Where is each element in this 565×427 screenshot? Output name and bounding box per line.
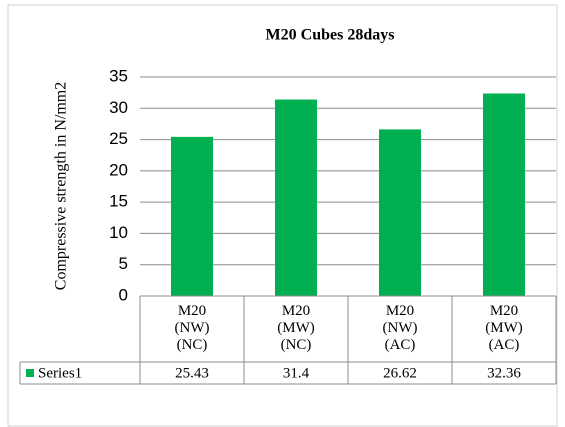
table-value: 26.62 — [383, 365, 417, 381]
y-tick-label: 5 — [119, 254, 128, 273]
x-tick-label: M20 (MW) (NC) — [277, 303, 315, 353]
bar — [379, 129, 421, 296]
table-value: 32.36 — [487, 365, 521, 381]
y-tick-label: 30 — [109, 98, 128, 117]
y-tick-label: 10 — [109, 223, 128, 242]
bar — [483, 93, 525, 296]
y-axis-label: Compressive strength in N/mm2 — [53, 82, 70, 290]
x-tick-label: M20 (MW) (AC) — [485, 303, 523, 353]
y-tick-label: 0 — [119, 285, 128, 304]
chart-title: M20 Cubes 28days — [266, 27, 395, 44]
y-tick-label: 15 — [109, 192, 128, 211]
x-tick-label: M20 (NW) (AC) — [383, 303, 418, 353]
legend-swatch — [26, 369, 34, 377]
legend-label: Series1 — [38, 365, 82, 381]
table-value: 25.43 — [175, 365, 209, 381]
table-value: 31.4 — [283, 365, 310, 381]
bar — [171, 136, 213, 296]
y-tick-label: 35 — [109, 66, 128, 85]
x-tick-label: M20 (NW) (NC) — [175, 303, 210, 353]
y-tick-label: 25 — [109, 129, 128, 148]
y-tick-label: 20 — [109, 160, 128, 179]
bar — [275, 99, 317, 296]
